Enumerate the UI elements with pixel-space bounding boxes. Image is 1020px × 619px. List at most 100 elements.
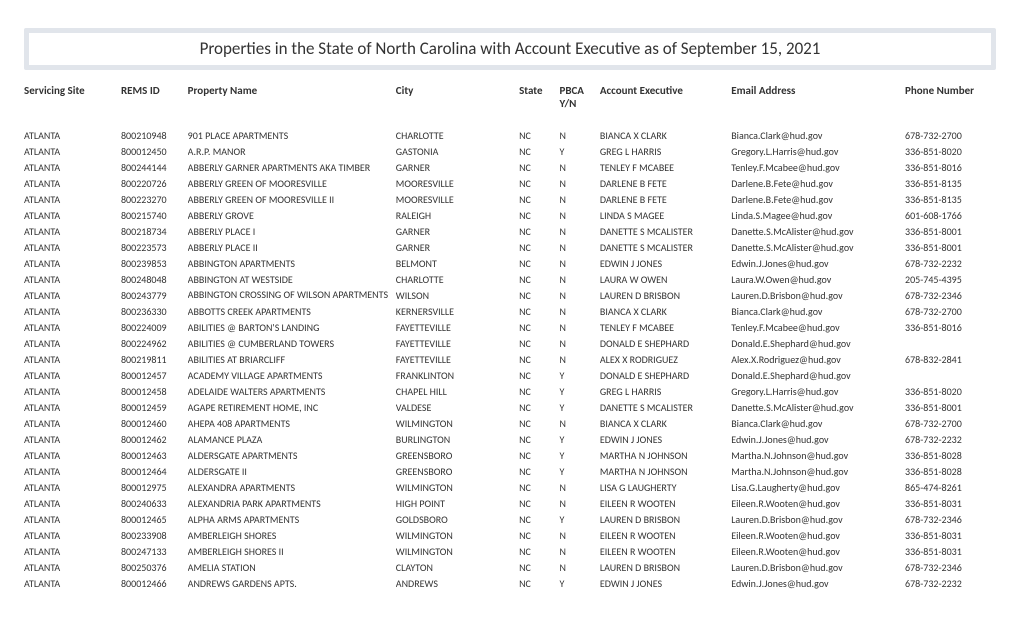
table-row: ATLANTA800012460AHEPA 408 APARTMENTSWILM… xyxy=(24,415,996,431)
cell-city: CLAYTON xyxy=(396,559,519,575)
cell-phone: 336-851-8020 xyxy=(905,143,996,159)
table-row: ATLANTA800218734ABBERLY PLACE IGARNERNCN… xyxy=(24,223,996,239)
table-row: ATLANTA800236330ABBOTTS CREEK APARTMENTS… xyxy=(24,303,996,319)
cell-property-name: ABBERLY GROVE xyxy=(188,207,396,223)
cell-servicing-site: ATLANTA xyxy=(24,511,121,527)
cell-property-name: ALEXANDRIA PARK APARTMENTS xyxy=(188,495,396,511)
cell-account-executive: DANETTE S MCALISTER xyxy=(600,223,731,239)
cell-property-name: ADELAIDE WALTERS APARTMENTS xyxy=(188,383,396,399)
table-row: ATLANTA800223573ABBERLY PLACE IIGARNERNC… xyxy=(24,239,996,255)
cell-property-name: ABBINGTON AT WESTSIDE xyxy=(188,271,396,287)
cell-state: NC xyxy=(519,399,559,415)
cell-email: Tenley.F.Mcabee@hud.gov xyxy=(731,319,905,335)
cell-state: NC xyxy=(519,319,559,335)
table-row: ATLANTA800250376AMELIA STATIONCLAYTONNCN… xyxy=(24,559,996,575)
cell-phone xyxy=(905,335,996,351)
cell-rems-id: 800233908 xyxy=(121,527,188,543)
cell-pbca: N xyxy=(559,479,599,495)
cell-pbca: Y xyxy=(559,463,599,479)
cell-servicing-site: ATLANTA xyxy=(24,351,121,367)
cell-phone: 865-474-8261 xyxy=(905,479,996,495)
cell-rems-id: 800224009 xyxy=(121,319,188,335)
cell-city: WILSON xyxy=(396,287,519,303)
cell-email: Bianca.Clark@hud.gov xyxy=(731,127,905,143)
cell-account-executive: LAUREN D BRISBON xyxy=(600,287,731,303)
cell-city: RALEIGH xyxy=(396,207,519,223)
cell-email: Lauren.D.Brisbon@hud.gov xyxy=(731,511,905,527)
cell-servicing-site: ATLANTA xyxy=(24,175,121,191)
cell-email: Eileen.R.Wooten@hud.gov xyxy=(731,527,905,543)
cell-city: GASTONIA xyxy=(396,143,519,159)
table-row: ATLANTA800219811ABILITIES AT BRIARCLIFFF… xyxy=(24,351,996,367)
cell-email: Edwin.J.Jones@hud.gov xyxy=(731,431,905,447)
cell-email: Danette.S.McAlister@hud.gov xyxy=(731,239,905,255)
cell-account-executive: EDWIN J JONES xyxy=(600,575,731,591)
cell-city: VALDESE xyxy=(396,399,519,415)
cell-email: Alex.X.Rodriguez@hud.gov xyxy=(731,351,905,367)
cell-account-executive: DANETTE S MCALISTER xyxy=(600,399,731,415)
cell-account-executive: TENLEY F MCABEE xyxy=(600,319,731,335)
cell-email: Donald.E.Shephard@hud.gov xyxy=(731,335,905,351)
cell-email: Gregory.L.Harris@hud.gov xyxy=(731,383,905,399)
col-servicing-site: Servicing Site xyxy=(24,84,121,113)
cell-phone: 678-732-2232 xyxy=(905,575,996,591)
cell-rems-id: 800012450 xyxy=(121,143,188,159)
cell-email: Martha.N.Johnson@hud.gov xyxy=(731,447,905,463)
cell-pbca: N xyxy=(559,287,599,303)
cell-email: Lisa.G.Laugherty@hud.gov xyxy=(731,479,905,495)
cell-email: Darlene.B.Fete@hud.gov xyxy=(731,191,905,207)
cell-property-name: AHEPA 408 APARTMENTS xyxy=(188,415,396,431)
cell-state: NC xyxy=(519,495,559,511)
cell-state: NC xyxy=(519,479,559,495)
table-row: ATLANTA800012457ACADEMY VILLAGE APARTMEN… xyxy=(24,367,996,383)
cell-email: Eileen.R.Wooten@hud.gov xyxy=(731,543,905,559)
cell-email: Danette.S.McAlister@hud.gov xyxy=(731,223,905,239)
cell-phone: 336-851-8031 xyxy=(905,543,996,559)
cell-property-name: ABBINGTON APARTMENTS xyxy=(188,255,396,271)
cell-account-executive: EDWIN J JONES xyxy=(600,431,731,447)
cell-property-name: ALAMANCE PLAZA xyxy=(188,431,396,447)
cell-servicing-site: ATLANTA xyxy=(24,239,121,255)
cell-property-name: AMELIA STATION xyxy=(188,559,396,575)
cell-servicing-site: ATLANTA xyxy=(24,559,121,575)
table-row: ATLANTA800012466ANDREWS GARDENS APTS.AND… xyxy=(24,575,996,591)
cell-servicing-site: ATLANTA xyxy=(24,303,121,319)
cell-servicing-site: ATLANTA xyxy=(24,319,121,335)
cell-rems-id: 800223270 xyxy=(121,191,188,207)
cell-servicing-site: ATLANTA xyxy=(24,207,121,223)
cell-phone: 336-851-8031 xyxy=(905,495,996,511)
cell-account-executive: LISA G LAUGHERTY xyxy=(600,479,731,495)
cell-state: NC xyxy=(519,575,559,591)
cell-servicing-site: ATLANTA xyxy=(24,255,121,271)
cell-city: MOORESVILLE xyxy=(396,175,519,191)
cell-pbca: N xyxy=(559,495,599,511)
cell-phone: 336-851-8001 xyxy=(905,239,996,255)
table-row: ATLANTA800012458ADELAIDE WALTERS APARTME… xyxy=(24,383,996,399)
cell-account-executive: BIANCA X CLARK xyxy=(600,415,731,431)
table-row: ATLANTA800012464ALDERSGATE IIGREENSBORON… xyxy=(24,463,996,479)
cell-email: Laura.W.Owen@hud.gov xyxy=(731,271,905,287)
cell-property-name: AGAPE RETIREMENT HOME, INC xyxy=(188,399,396,415)
cell-city: GREENSBORO xyxy=(396,463,519,479)
cell-phone: 336-851-8028 xyxy=(905,463,996,479)
table-header-row: Servicing Site REMS ID Property Name Cit… xyxy=(24,84,996,113)
cell-rems-id: 800012459 xyxy=(121,399,188,415)
cell-email: Bianca.Clark@hud.gov xyxy=(731,303,905,319)
cell-account-executive: BIANCA X CLARK xyxy=(600,303,731,319)
cell-pbca: N xyxy=(559,175,599,191)
cell-phone: 336-851-8001 xyxy=(905,223,996,239)
cell-state: NC xyxy=(519,431,559,447)
cell-servicing-site: ATLANTA xyxy=(24,463,121,479)
table-row: ATLANTA800233908AMBERLEIGH SHORESWILMING… xyxy=(24,527,996,543)
cell-pbca: N xyxy=(559,255,599,271)
cell-phone: 336-851-8135 xyxy=(905,191,996,207)
cell-phone: 678-832-2841 xyxy=(905,351,996,367)
cell-state: NC xyxy=(519,287,559,303)
cell-pbca: N xyxy=(559,543,599,559)
table-row: ATLANTA800012463ALDERSGATE APARTMENTSGRE… xyxy=(24,447,996,463)
cell-account-executive: MARTHA N JOHNSON xyxy=(600,463,731,479)
cell-city: CHARLOTTE xyxy=(396,271,519,287)
cell-phone: 336-851-8016 xyxy=(905,159,996,175)
cell-pbca: N xyxy=(559,239,599,255)
cell-phone: 678-732-2346 xyxy=(905,511,996,527)
